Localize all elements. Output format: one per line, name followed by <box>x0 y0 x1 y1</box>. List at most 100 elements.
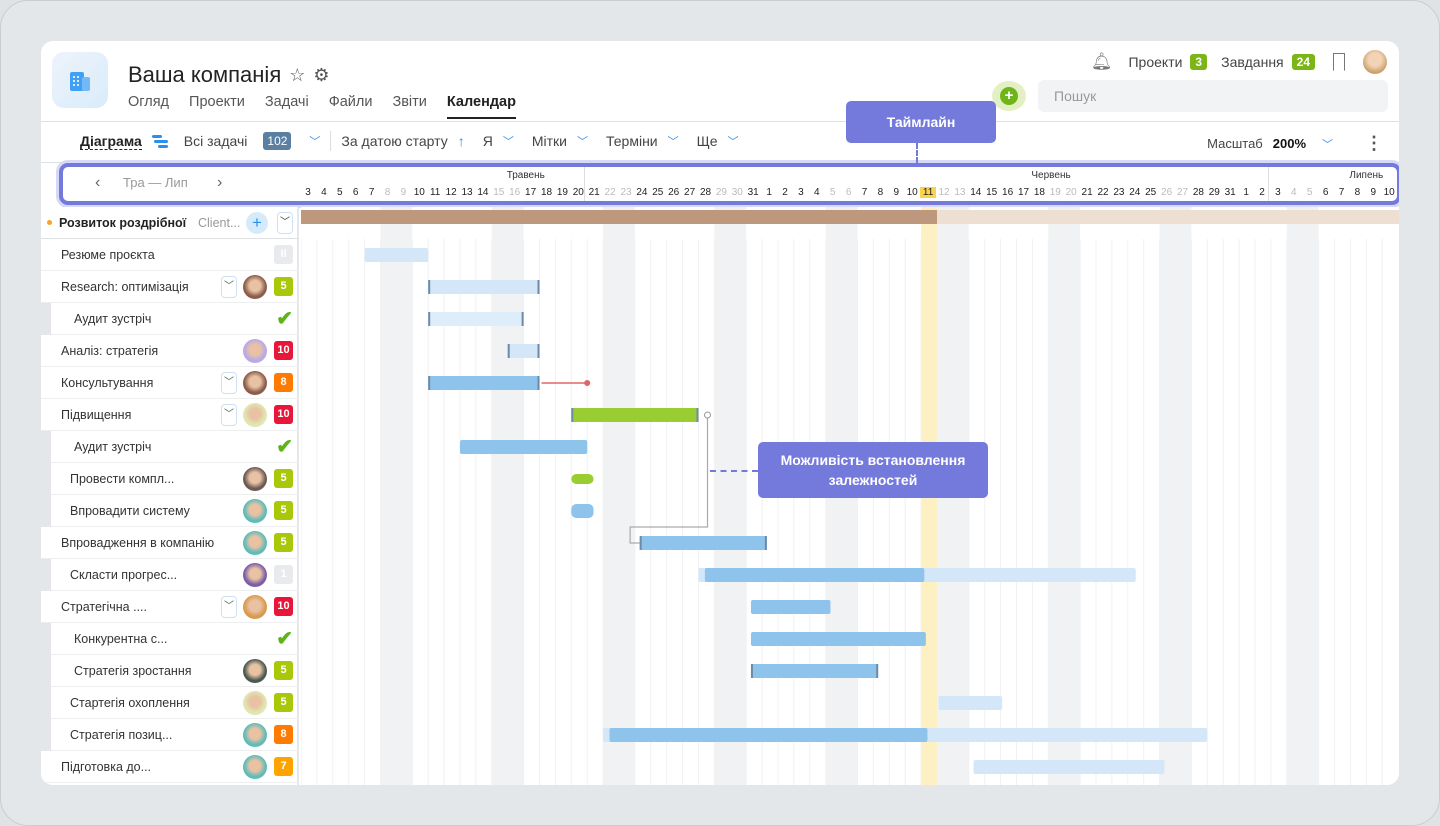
chevron-down-icon[interactable]: ﹀ <box>221 403 237 426</box>
assignee-avatar[interactable] <box>243 658 267 683</box>
day-label[interactable]: 6 <box>352 187 359 198</box>
task-row[interactable]: Стратегія зростання 5 <box>41 655 299 687</box>
assignee-avatar[interactable] <box>243 722 267 747</box>
day-label[interactable]: 14 <box>477 187 489 198</box>
day-label[interactable]: 2 <box>782 187 788 198</box>
assignee-avatar[interactable] <box>243 594 267 619</box>
day-label[interactable]: 1 <box>1243 187 1249 198</box>
day-label[interactable]: 21 <box>1081 187 1093 198</box>
day-label[interactable]: 25 <box>652 187 664 198</box>
star-icon[interactable]: ☆ <box>289 64 306 85</box>
day-label[interactable]: 12 <box>938 187 950 198</box>
day-label[interactable]: 19 <box>1049 187 1061 198</box>
filter-all-tasks[interactable]: Всі задачі <box>183 133 248 149</box>
chevron-down-icon[interactable]: ﹀ <box>727 136 739 148</box>
check-icon[interactable]: ✔ <box>276 308 293 330</box>
owner-filter[interactable]: Я <box>482 133 493 149</box>
chevron-down-icon[interactable]: ﹀ <box>309 136 321 148</box>
chevron-down-icon[interactable]: ﹀ <box>577 136 588 148</box>
deadlines-filter[interactable]: Терміни <box>606 133 658 149</box>
day-label[interactable]: 29 <box>715 187 727 198</box>
day-label[interactable]: 22 <box>1097 187 1109 198</box>
task-name[interactable]: Скласти прогрес... <box>70 567 178 582</box>
day-label[interactable]: 3 <box>305 187 311 198</box>
day-label[interactable]: 3 <box>798 187 804 198</box>
assignee-avatar[interactable] <box>243 274 267 299</box>
assignee-avatar[interactable] <box>243 402 267 427</box>
day-label[interactable]: 7 <box>861 187 868 198</box>
day-label[interactable]: 5 <box>337 187 343 198</box>
day-label[interactable]: 3 <box>1275 187 1281 198</box>
day-label[interactable]: 2 <box>1259 187 1265 198</box>
task-row[interactable]: Консультування ﹀ 8 <box>41 367 299 399</box>
task-name[interactable]: Стратегічна .... <box>61 599 147 614</box>
task-row[interactable]: Research: оптимізація ﹀ 5 <box>41 271 299 303</box>
day-label[interactable]: 31 <box>1224 187 1236 198</box>
task-name[interactable]: Аудит зустріч <box>74 311 152 326</box>
scale-select[interactable]: 200% <box>1272 136 1306 151</box>
add-button[interactable]: + <box>992 81 1026 111</box>
day-label[interactable]: 20 <box>1065 187 1077 198</box>
tab-2[interactable]: Задачі <box>264 94 309 110</box>
task-name[interactable]: Стратегія позиц... <box>70 727 173 742</box>
task-row[interactable]: Резюме проєкта II <box>41 239 299 271</box>
task-row[interactable]: Скласти прогрес... 1 <box>41 559 299 591</box>
task-name[interactable]: Аудит зустріч <box>74 439 152 454</box>
day-label[interactable]: 13 <box>954 187 966 198</box>
task-name[interactable]: Резюме проєкта <box>61 247 155 262</box>
task-name[interactable]: Аналіз: стратегія <box>61 343 159 358</box>
day-label[interactable]: 4 <box>1291 187 1297 198</box>
task-name[interactable]: Research: оптимізація <box>61 279 189 294</box>
tab-3[interactable]: Файли <box>328 94 373 110</box>
day-label[interactable]: 26 <box>668 187 680 198</box>
task-row[interactable]: Аудит зустріч ✔ <box>41 431 299 463</box>
task-row[interactable]: Підготовка до... 7 <box>41 751 299 783</box>
assignee-avatar[interactable] <box>243 690 267 715</box>
projects-link[interactable]: Проекти <box>1128 54 1183 70</box>
tags-filter[interactable]: Мітки <box>531 133 567 149</box>
task-row[interactable]: Провести компл... 5 <box>41 463 299 495</box>
day-label[interactable]: 29 <box>1208 187 1220 198</box>
day-label[interactable]: 9 <box>400 187 407 198</box>
day-label[interactable]: 4 <box>321 187 327 198</box>
sort-by-start[interactable]: За датою старту <box>341 133 448 149</box>
day-label[interactable]: 10 <box>1383 187 1395 198</box>
day-label[interactable]: 8 <box>877 187 884 198</box>
day-label[interactable]: 17 <box>525 187 537 198</box>
day-label[interactable]: 22 <box>604 187 616 198</box>
bookmark-icon[interactable] <box>1333 53 1345 71</box>
chevron-down-icon[interactable]: ﹀ <box>221 371 237 394</box>
assignee-avatar[interactable] <box>243 338 267 363</box>
task-row[interactable]: Аналіз: стратегія 10 <box>41 335 299 367</box>
task-row[interactable]: Впровадження в компанію 5 <box>41 527 299 559</box>
task-name[interactable]: Підвищення <box>61 407 132 422</box>
assignee-avatar[interactable] <box>243 498 267 523</box>
timeline-header[interactable]: ‹ Тра — Лип › 3 4 5 6 7 8 9 10 11 12 13 14 15 16 17 18 1… <box>59 163 1399 205</box>
day-label[interactable]: 31 <box>747 187 759 198</box>
project-group-row[interactable]: Розвиток роздрібної Client... + ﹀ <box>41 207 299 239</box>
bell-icon[interactable]: 🔔︎ <box>1090 52 1113 71</box>
task-row[interactable]: Стартегія охоплення 5 <box>41 687 299 719</box>
user-avatar[interactable] <box>1363 50 1387 74</box>
day-label[interactable]: 12 <box>445 187 457 198</box>
gantt-icon[interactable] <box>151 134 168 148</box>
day-label[interactable]: 15 <box>986 187 998 198</box>
chevron-down-icon[interactable]: ﹀ <box>277 211 293 234</box>
day-label[interactable]: 28 <box>699 187 712 198</box>
gear-icon[interactable]: ⚙ <box>313 64 330 85</box>
sort-asc-icon[interactable]: ↑ <box>457 133 465 149</box>
tab-5[interactable]: Календар <box>446 94 516 119</box>
day-label[interactable]: 9 <box>1370 187 1377 198</box>
company-logo[interactable] <box>52 52 108 108</box>
day-label[interactable]: 5 <box>1306 187 1313 198</box>
assignee-avatar[interactable] <box>243 530 267 555</box>
more-vertical-icon[interactable]: ⋮ <box>1365 133 1383 153</box>
task-row[interactable]: Аудит зустріч ✔ <box>41 303 299 335</box>
task-name[interactable]: Підготовка до... <box>61 759 152 774</box>
day-label[interactable]: 7 <box>1338 187 1345 198</box>
day-label[interactable]: 21 <box>588 187 600 198</box>
day-label[interactable]: 4 <box>814 187 820 198</box>
check-icon[interactable]: ✔ <box>276 436 293 458</box>
tab-1[interactable]: Проекти <box>189 94 245 110</box>
chevron-down-icon[interactable]: ﹀ <box>667 136 679 148</box>
